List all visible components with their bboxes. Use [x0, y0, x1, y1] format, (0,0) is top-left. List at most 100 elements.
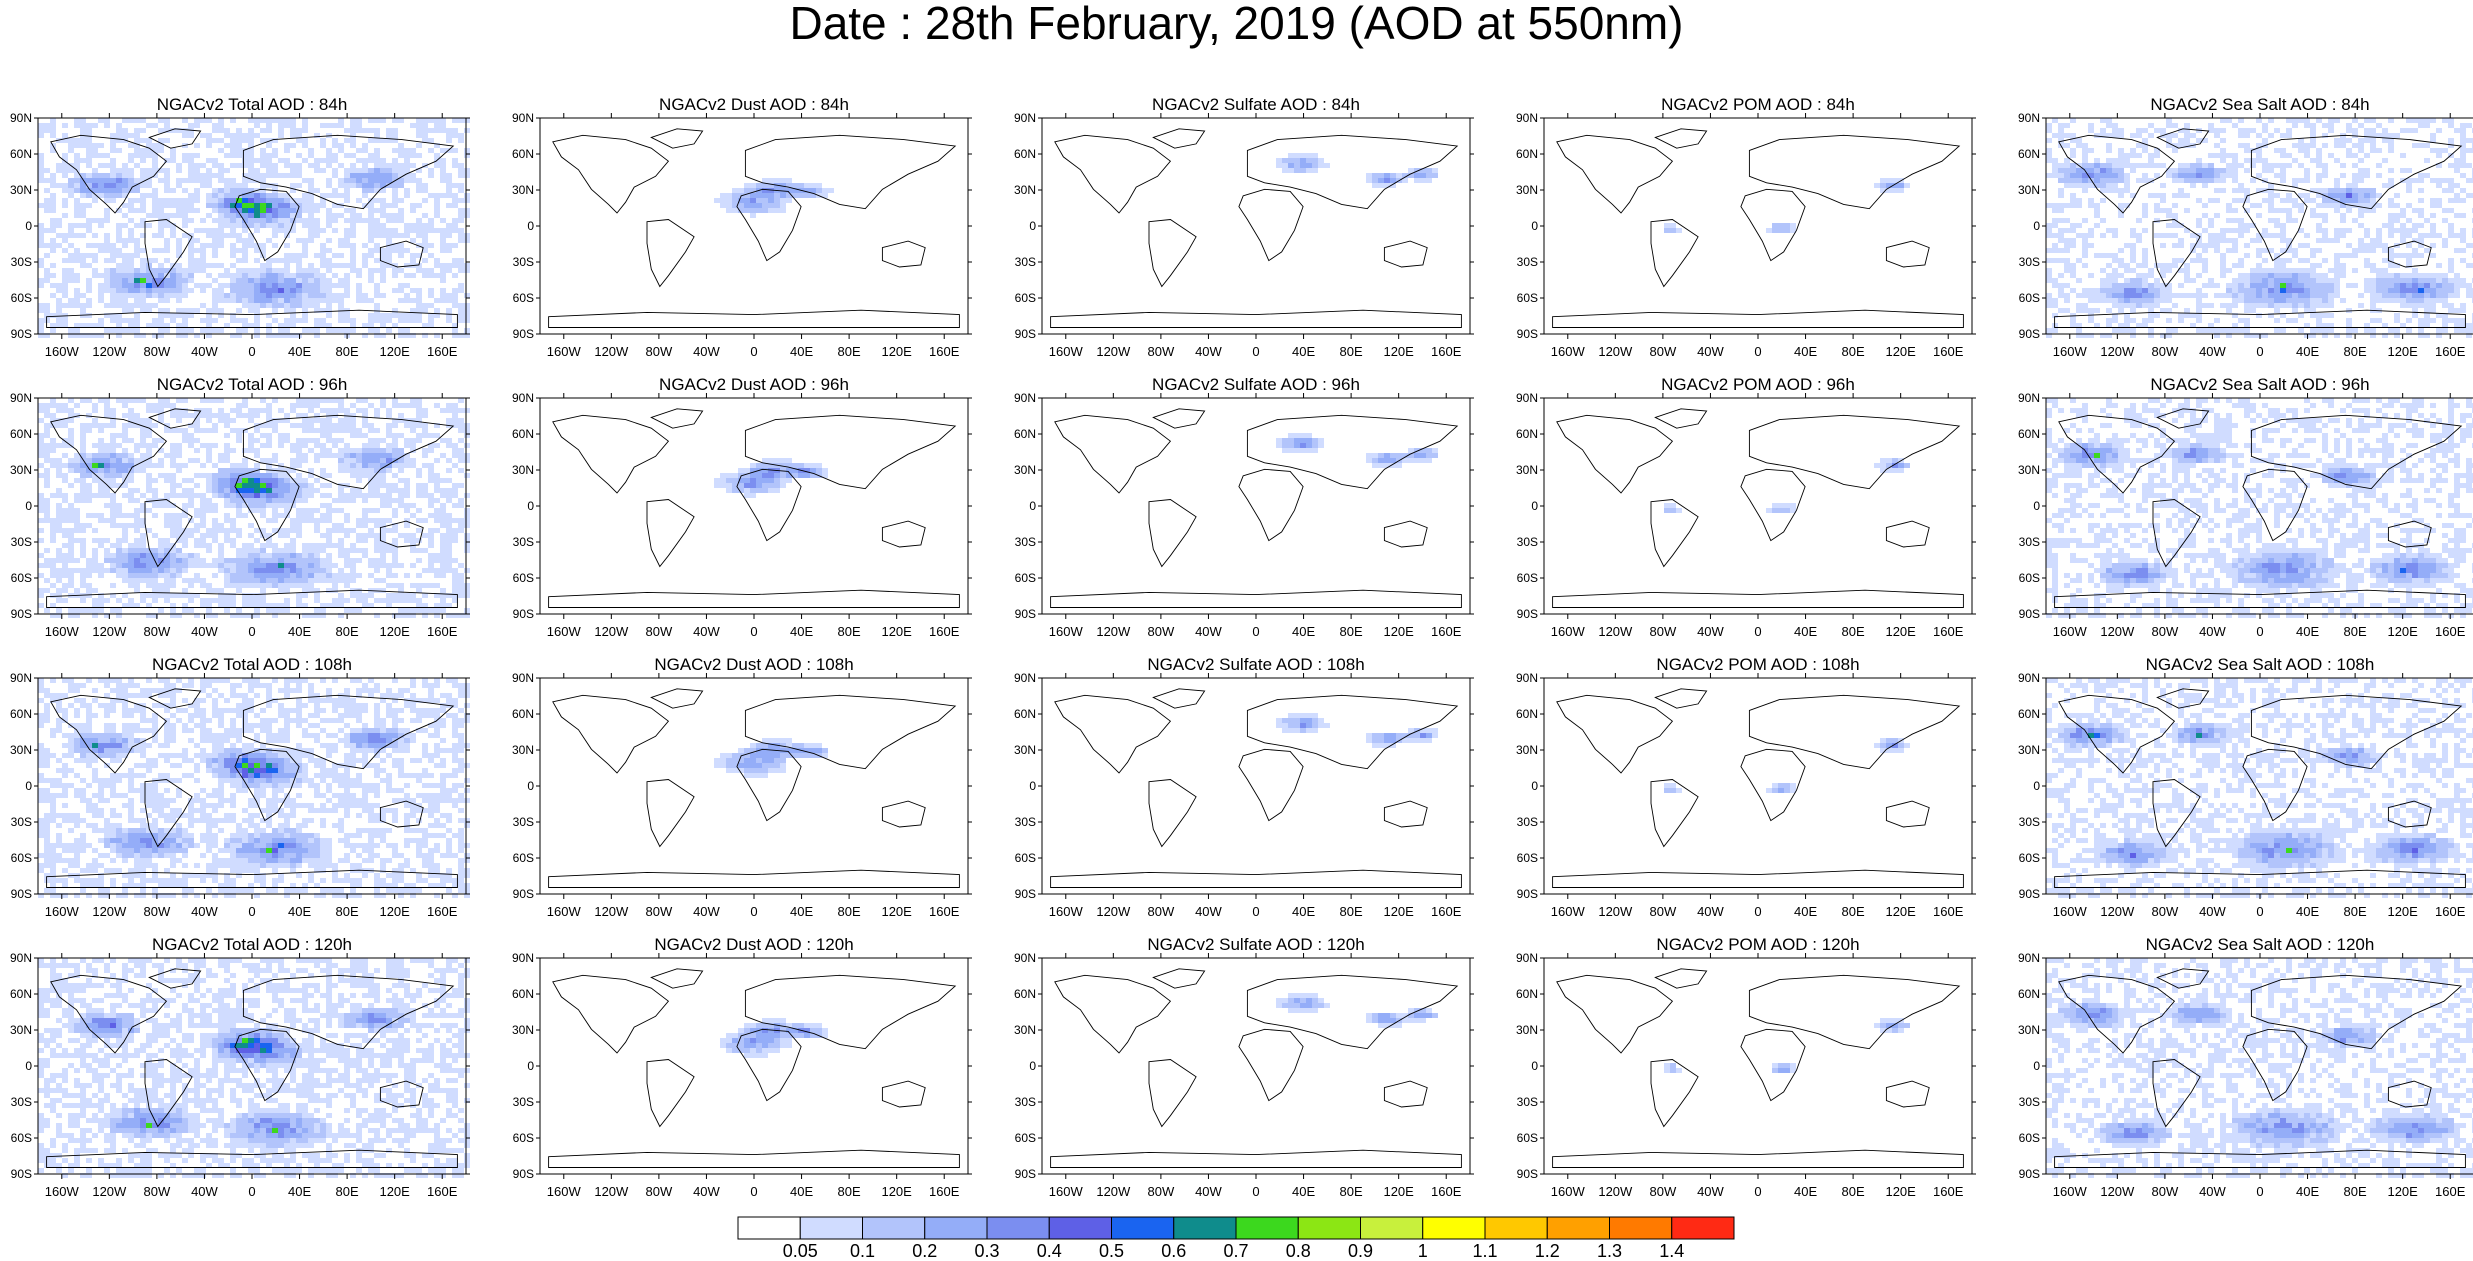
aod-cell [2166, 233, 2172, 238]
aod-cell [272, 168, 278, 173]
aod-cell [146, 223, 152, 228]
aod-cell [446, 443, 452, 448]
aod-cell [224, 143, 230, 148]
aod-cell [368, 118, 374, 123]
aod-cell [128, 208, 134, 213]
aod-cell [2322, 123, 2328, 128]
aod-cell [2370, 188, 2376, 193]
aod-cell [2448, 283, 2454, 288]
aod-cell [308, 268, 314, 273]
aod-cell [392, 138, 398, 143]
aod-cell [2100, 188, 2106, 193]
aod-cell [260, 478, 266, 483]
aod-cell [350, 233, 356, 238]
aod-cell [2148, 273, 2154, 278]
aod-cell [2274, 288, 2280, 293]
aod-cell [2220, 228, 2226, 233]
lon-tick-label: 80E [1842, 344, 1865, 359]
aod-cell [416, 288, 422, 293]
aod-cell [104, 283, 110, 288]
aod-cell [164, 323, 170, 328]
aod-cell [104, 443, 110, 448]
aod-cell [2280, 313, 2286, 318]
aod-cell [68, 398, 74, 403]
aod-cell [128, 303, 134, 308]
aod-cell [218, 283, 224, 288]
aod-cell [314, 298, 320, 303]
aod-cell [2274, 303, 2280, 308]
aod-cell [290, 298, 296, 303]
aod-cell [260, 263, 266, 268]
aod-cell [140, 223, 146, 228]
aod-cell [386, 443, 392, 448]
aod-cell [2376, 163, 2382, 168]
aod-cell [1288, 158, 1294, 163]
aod-cell [92, 403, 98, 408]
aod-cell [146, 448, 152, 453]
aod-cell [122, 203, 128, 208]
aod-cell [92, 473, 98, 478]
aod-cell [2184, 173, 2190, 178]
aod-cell [116, 523, 122, 528]
aod-cell [254, 198, 260, 203]
aod-cell [344, 188, 350, 193]
aod-cell [2076, 178, 2082, 183]
aod-cell [2310, 143, 2316, 148]
aod-cell [254, 453, 260, 458]
aod-cell [308, 398, 314, 403]
aod-cell [2442, 288, 2448, 293]
aod-cell [200, 518, 206, 523]
aod-cell [176, 418, 182, 423]
aod-cell [296, 173, 302, 178]
aod-cell [98, 488, 104, 493]
aod-cell [272, 173, 278, 178]
aod-cell [218, 453, 224, 458]
aod-cell [206, 328, 212, 333]
aod-cell [2088, 173, 2094, 178]
aod-cell [2460, 143, 2466, 148]
aod-cell [410, 258, 416, 263]
aod-cell [302, 453, 308, 458]
aod-cell [188, 438, 194, 443]
aod-cell [446, 408, 452, 413]
aod-cell [74, 468, 80, 473]
aod-cell [272, 473, 278, 478]
aod-cell [80, 178, 86, 183]
aod-cell [62, 213, 68, 218]
aod-cell [284, 493, 290, 498]
aod-cell [2340, 263, 2346, 268]
aod-cell [374, 188, 380, 193]
aod-cell [422, 493, 428, 498]
aod-cell [380, 438, 386, 443]
aod-cell [44, 198, 50, 203]
aod-cell [452, 418, 458, 423]
aod-cell [2130, 253, 2136, 258]
aod-cell [2106, 133, 2112, 138]
aod-cell [458, 228, 464, 233]
aod-cell [2322, 133, 2328, 138]
aod-cell [200, 243, 206, 248]
aod-cell [56, 493, 62, 498]
aod-cell [2310, 288, 2316, 293]
aod-cell [128, 173, 134, 178]
aod-cell [2304, 278, 2310, 283]
aod-cell [182, 273, 188, 278]
aod-cell [2046, 293, 2052, 298]
aod-cell [254, 203, 260, 208]
aod-cell [122, 253, 128, 258]
aod-cell [104, 163, 110, 168]
aod-cell [194, 423, 200, 428]
aod-cell [446, 313, 452, 318]
aod-cell [170, 228, 176, 233]
aod-cell [2154, 278, 2160, 283]
aod-cell [2388, 248, 2394, 253]
aod-cell [122, 428, 128, 433]
aod-cell [308, 473, 314, 478]
aod-cell [410, 288, 416, 293]
aod-cell [104, 518, 110, 523]
aod-cell [2424, 158, 2430, 163]
aod-cell [2178, 143, 2184, 148]
aod-cell [50, 183, 56, 188]
aod-cell [380, 118, 386, 123]
aod-cell [2406, 318, 2412, 323]
